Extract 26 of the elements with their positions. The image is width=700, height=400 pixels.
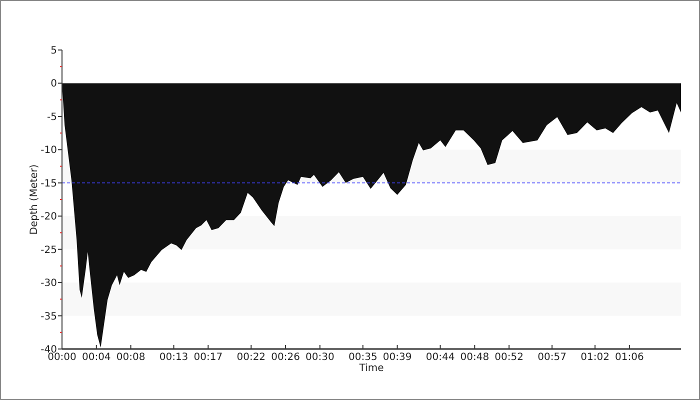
x-tick-label: 01:02: [580, 352, 610, 363]
x-tick-label: 00:35: [348, 352, 378, 363]
x-tick-label: 00:44: [426, 352, 455, 363]
x-tick-label: 00:26: [271, 352, 300, 363]
y-tick-label: 5: [50, 46, 57, 56]
y-axis-title: Depth (Meter): [29, 164, 40, 235]
y-tick-label: 0: [50, 78, 57, 90]
y-tick-label: -30: [40, 278, 57, 290]
x-tick-label: 00:48: [460, 352, 490, 363]
x-tick-label: 00:04: [82, 352, 111, 363]
x-tick-label: 00:08: [116, 352, 146, 363]
x-tick-label: 00:52: [494, 352, 524, 363]
y-tick-label: -15: [40, 178, 57, 190]
x-tick-label: 00:17: [194, 352, 223, 363]
x-tick-label: 00:22: [236, 352, 266, 363]
y-tick-label: -25: [40, 244, 57, 256]
x-axis-title: Time: [358, 363, 384, 374]
x-tick-label: 00:39: [382, 352, 412, 363]
x-tick-label: 01:06: [615, 352, 644, 363]
y-tick-label: -35: [40, 311, 57, 322]
y-tick-label: -5: [47, 112, 57, 123]
x-tick-label: 00:57: [538, 352, 566, 363]
y-tick-label: -10: [40, 145, 57, 156]
x-tick-label: 00:13: [159, 352, 188, 363]
y-tick-label: -20: [40, 212, 57, 223]
x-tick-label: 00:30: [306, 352, 334, 363]
